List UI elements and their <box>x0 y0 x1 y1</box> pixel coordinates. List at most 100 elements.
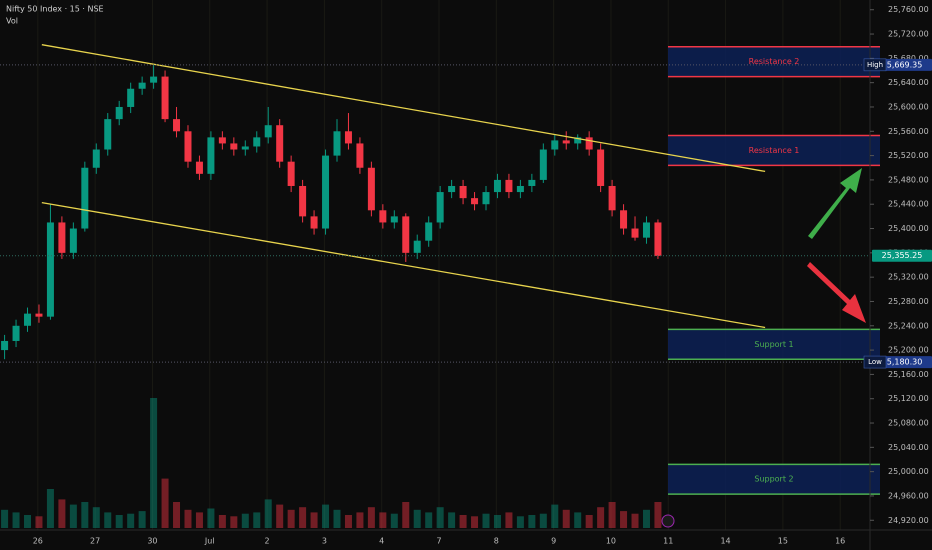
grid-layer <box>37 0 841 530</box>
candle-body <box>642 222 650 238</box>
volume-bar <box>150 398 158 528</box>
down-arrow <box>807 262 866 323</box>
candle-body <box>81 167 89 229</box>
y-tick-label: 25,160.00 <box>888 370 929 379</box>
chart-title: Nifty 50 Index · 15 · NSE <box>6 5 104 14</box>
y-tick-label: 25,720.00 <box>888 30 929 39</box>
candle-body <box>1 340 9 351</box>
y-tick-label: 24,920.00 <box>888 516 929 525</box>
x-tick-label: 14 <box>720 537 730 546</box>
volume-bar <box>620 511 628 528</box>
volume-bar <box>528 515 536 528</box>
volume-bar <box>516 516 524 528</box>
volume-bar <box>539 513 547 528</box>
x-tick-label: 9 <box>551 537 556 546</box>
volume-bar <box>425 512 433 528</box>
volume-bar <box>24 515 32 528</box>
y-tick-label: 25,600.00 <box>888 102 929 111</box>
y-tick-label: 25,560.00 <box>888 127 929 136</box>
candle-body <box>631 228 639 238</box>
volume-bar <box>574 512 582 528</box>
candle-body <box>379 210 387 223</box>
overlay-layer <box>0 44 870 363</box>
candle-body <box>104 119 112 150</box>
candle-body <box>24 313 32 326</box>
y-tick-label: 25,000.00 <box>888 467 929 476</box>
candle-body <box>459 185 467 199</box>
volume-bar <box>92 507 100 528</box>
candle-body <box>58 222 66 253</box>
candle-body <box>322 155 330 229</box>
volume-bar <box>138 511 146 528</box>
volume-bar <box>127 513 135 528</box>
zone <box>668 46 880 77</box>
zone-label: Support 2 <box>754 475 793 484</box>
price-name-box <box>863 355 887 369</box>
volume-bar <box>195 512 203 528</box>
volume-bar <box>654 502 662 528</box>
up-arrow <box>808 168 862 239</box>
volume-bar <box>402 502 410 528</box>
x-tick-label: 30 <box>147 537 157 546</box>
candle-body <box>115 106 123 120</box>
candle-body <box>344 131 352 144</box>
candle-body <box>539 149 547 180</box>
candle-body <box>574 137 582 144</box>
arrows <box>807 168 866 323</box>
candle-body <box>46 222 54 317</box>
volume-bar <box>264 499 272 528</box>
candle-body <box>551 140 559 150</box>
volume-bar <box>287 509 295 528</box>
price-name-box <box>863 58 887 72</box>
price-label-box <box>872 356 932 369</box>
x-tick-label: 8 <box>494 537 499 546</box>
axis-layer: 24,920.00 24,960.00 25,000.00 25,040.00 25,0… <box>33 5 932 546</box>
volume-layer <box>1 398 662 528</box>
y-tick-label: 25,200.00 <box>888 346 929 355</box>
candle-body <box>299 185 307 217</box>
x-tick-label: 4 <box>379 537 384 546</box>
x-tick-label: 15 <box>778 537 788 546</box>
volume-bar <box>344 515 352 528</box>
y-tick-label: 25,120.00 <box>888 394 929 403</box>
volume-bar <box>161 478 169 528</box>
y-tick-label: 25,760.00 <box>888 5 929 14</box>
candle-body <box>597 149 605 186</box>
channel-line <box>41 201 766 329</box>
candle-body <box>138 82 146 89</box>
y-tick-label: 25,240.00 <box>888 321 929 330</box>
y-tick-label: 25,520.00 <box>888 151 929 160</box>
candle-body <box>150 76 158 83</box>
volume-bar <box>173 502 181 528</box>
candle-body <box>448 185 456 193</box>
volume-bar <box>482 513 490 528</box>
zone <box>668 329 880 360</box>
candle-body <box>287 161 295 186</box>
volume-bar <box>505 512 513 528</box>
candle-body <box>402 216 410 253</box>
y-tick-label: 25,280.00 <box>888 297 929 306</box>
candle-body <box>12 325 20 341</box>
volume-label: Vol <box>6 17 18 26</box>
event-icon[interactable] <box>661 514 675 528</box>
candle-body <box>230 143 238 150</box>
volume-bar <box>459 515 467 528</box>
volume-bar <box>81 502 89 528</box>
candle-body <box>482 192 490 205</box>
volume-bar <box>241 513 249 528</box>
y-tick-label: 25,640.00 <box>888 78 929 87</box>
volume-bar <box>608 502 616 528</box>
candle-body <box>413 240 421 253</box>
y-tick-label: 25,680.00 <box>888 54 929 63</box>
volume-bar <box>253 512 261 528</box>
candle-body <box>276 125 284 162</box>
candle-body <box>241 146 249 150</box>
volume-bar <box>413 509 421 528</box>
candle-body <box>562 140 570 144</box>
volume-bar <box>631 513 639 528</box>
zone-label: Resistance 1 <box>749 146 800 155</box>
candle-body <box>367 167 375 211</box>
candle-body <box>528 179 536 186</box>
x-tick-label: 26 <box>33 537 43 546</box>
